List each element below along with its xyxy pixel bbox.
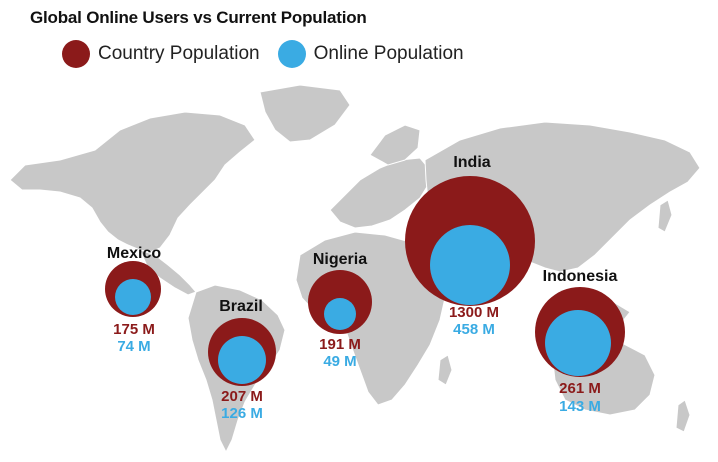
legend: Country Population Online Population [62, 40, 482, 68]
indonesia-online-bubble [545, 310, 611, 376]
indonesia-online-value: 143 M [559, 398, 601, 415]
mexico-label: Mexico [107, 245, 161, 262]
nigeria-population-value: 191 M [319, 336, 361, 353]
india-online-bubble [430, 225, 510, 305]
landmass-new-zealand [675, 399, 691, 433]
legend-label-country-population: Country Population [98, 43, 260, 64]
mexico-online-bubble [115, 279, 151, 315]
india-label: India [453, 154, 490, 171]
bubbles [105, 176, 625, 386]
legend-label-online-population: Online Population [313, 43, 464, 64]
legend-item-country-population: Country Population [62, 40, 260, 68]
nigeria-online-value: 49 M [323, 353, 356, 370]
brazil-online-bubble [218, 336, 266, 384]
legend-swatch-country-population [62, 40, 90, 68]
landmass-greenland [259, 84, 351, 143]
landmass-madagascar [437, 354, 453, 386]
brazil-label: Brazil [219, 298, 263, 315]
brazil-population-value: 207 M [221, 388, 263, 405]
legend-swatch-online-population [277, 40, 306, 68]
country-labels: Mexico 175 M 74 M Brazil 207 M 126 M Nig… [107, 154, 618, 422]
indonesia-label: Indonesia [543, 268, 618, 285]
mexico-population-value: 175 M [113, 321, 155, 338]
indonesia-population-value: 261 M [559, 380, 601, 397]
india-online-value: 458 M [453, 321, 495, 338]
india-population-value: 1300 M [449, 304, 499, 321]
nigeria-label: Nigeria [313, 251, 367, 268]
landmass-north-america [9, 111, 256, 253]
legend-item-online-population: Online Population [277, 40, 464, 68]
mexico-online-value: 74 M [117, 338, 150, 355]
map-title: Global Online Users vs Current Populatio… [30, 8, 367, 27]
landmass-japan [657, 199, 673, 233]
nigeria-online-bubble [324, 298, 356, 330]
landmass-scandinavia [369, 124, 421, 166]
brazil-online-value: 126 M [221, 405, 263, 422]
